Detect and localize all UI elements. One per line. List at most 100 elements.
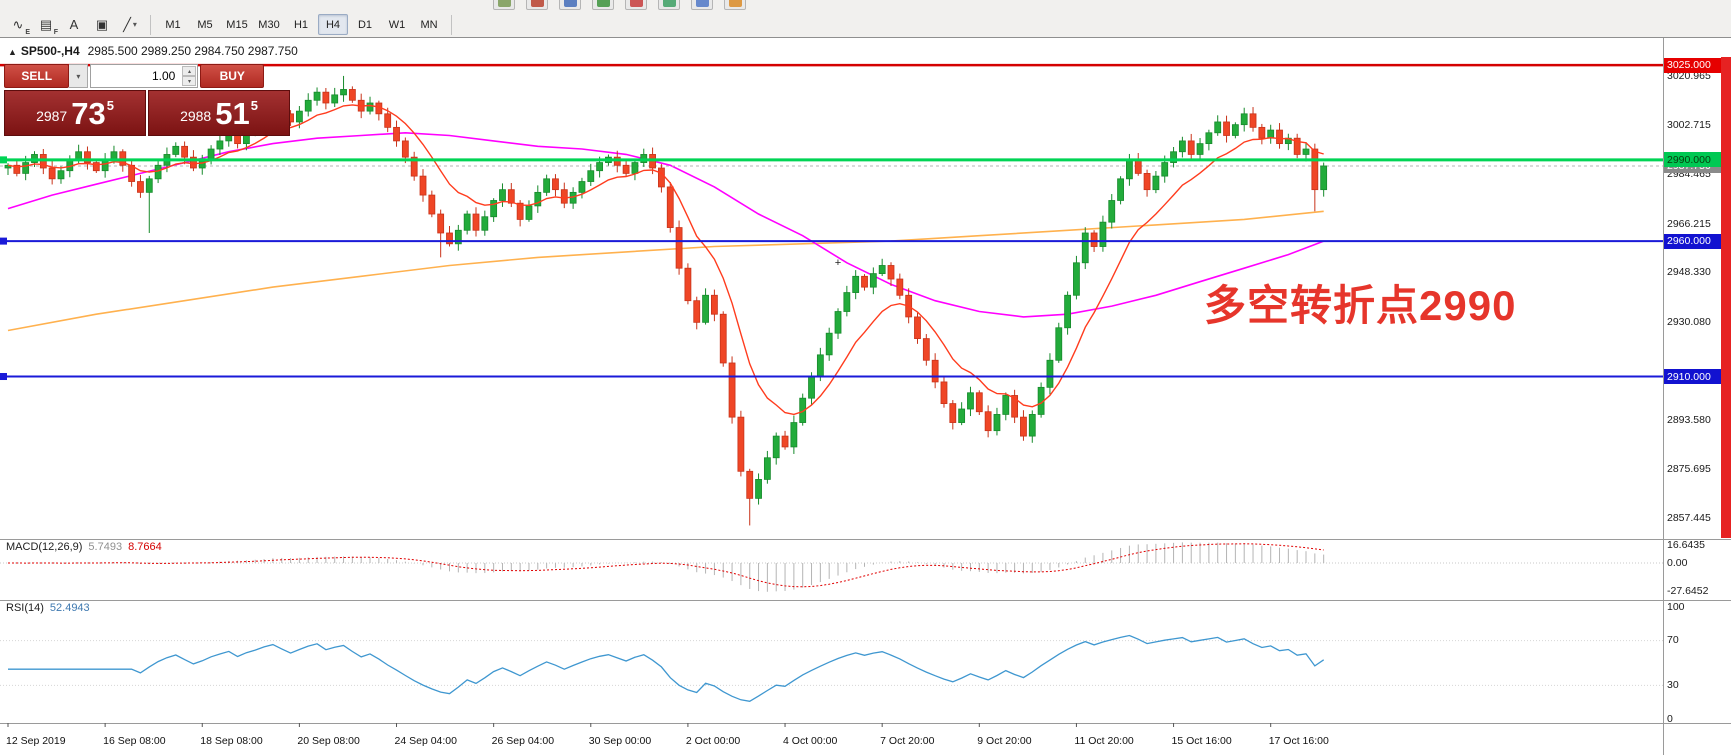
timeframe-button-h4[interactable]: H4 <box>318 14 348 35</box>
clipped-toolbar-icon[interactable] <box>724 0 746 10</box>
clipped-toolbar-icon-glyph <box>531 0 544 7</box>
time-axis-label: 7 Oct 20:00 <box>880 735 935 747</box>
chart-annotation-text: 多空转折点2990 <box>1204 282 1517 329</box>
ask-price-fraction: 5 <box>250 97 258 113</box>
volume-increase-button[interactable]: ▴ <box>182 66 197 76</box>
clipped-toolbar-icon-glyph <box>597 0 610 7</box>
time-axis-label: 4 Oct 00:00 <box>783 735 838 747</box>
timeframe-button-w1[interactable]: W1 <box>388 18 406 31</box>
ma-fast-line <box>7 104 1324 416</box>
volume-field: ▴ ▾ <box>90 64 199 88</box>
chart-marker-cross: + <box>835 257 841 269</box>
ask-price-pips: 51 <box>215 95 250 131</box>
tool-sub-letter: E <box>25 28 30 36</box>
clipped-toolbar-icon-glyph <box>696 0 709 7</box>
rsi-axis-tick: 30 <box>1667 678 1679 691</box>
price-axis-tick: 2893.580 <box>1667 414 1711 427</box>
bid-price-display: 2987 73 5 <box>4 90 146 136</box>
chart-header: ▲ SP500-,H4 2985.500 2989.250 2984.750 298… <box>8 44 298 58</box>
ohlc-values: 2985.500 2989.250 2984.750 2987.750 <box>87 44 298 58</box>
price-level-badge: 2990.000 <box>1664 152 1721 168</box>
timeframe-button-m5[interactable]: M5 <box>197 18 213 31</box>
macd-axis-tick: 0.00 <box>1667 556 1688 569</box>
time-axis-label: 16 Sep 08:00 <box>103 735 166 747</box>
tool-sub-letter: F <box>53 28 58 36</box>
toolbar: ∿ E ▤ F A ▣ ╱ ▾ M1 M5 M15 M30 H1 H4 D1 W1 MN <box>0 0 1731 38</box>
price-axis-tick: 2857.445 <box>1667 512 1711 525</box>
rsi-value: 52.4943 <box>49 602 90 614</box>
rsi-label: RSI(14) 52.4943 <box>6 602 90 614</box>
rsi-title: RSI(14) <box>6 602 44 614</box>
price-level-badge: 2960.000 <box>1664 233 1721 249</box>
time-axis-label: 26 Sep 04:00 <box>491 735 555 747</box>
time-axis-label: 24 Sep 04:00 <box>394 735 457 747</box>
clipped-toolbar-icon[interactable] <box>658 0 680 10</box>
rsi-axis-tick: 70 <box>1667 634 1679 647</box>
macd-title: MACD(12,26,9) <box>6 541 83 553</box>
time-axis-label: 18 Sep 08:00 <box>200 735 263 747</box>
price-axis-tick: 2930.080 <box>1667 315 1711 328</box>
tool-glyph: A <box>69 17 79 32</box>
clipped-toolbar-icon[interactable] <box>559 0 581 10</box>
sell-button[interactable]: SELL <box>4 64 70 88</box>
bid-price-fraction: 5 <box>106 97 114 113</box>
data-window-tool-icon[interactable]: ▤ F <box>32 14 60 36</box>
clipped-toolbar-icon-glyph <box>564 0 577 7</box>
bid-price-pips: 73 <box>71 95 106 131</box>
timeframe-button-m1[interactable]: M1 <box>165 18 181 31</box>
clipped-toolbar-icon-glyph <box>729 0 742 7</box>
macd-signal-value: 8.7664 <box>128 541 162 553</box>
price-axis-tick: 2875.695 <box>1667 462 1711 475</box>
toolbar-separator <box>150 14 151 35</box>
one-click-trading-panel: SELL ▾ ▴ ▾ BUY 2987 73 5 2988 51 <box>4 64 290 136</box>
sell-options-dropdown[interactable]: ▾ <box>69 64 89 88</box>
right-edge-strip <box>1721 57 1731 538</box>
ask-price-display: 2988 51 5 <box>148 90 290 136</box>
line-handle[interactable] <box>0 156 7 164</box>
line-handle[interactable] <box>0 373 7 381</box>
time-axis-label: 20 Sep 08:00 <box>297 735 360 747</box>
timeframe-button-mn[interactable]: MN <box>420 18 438 31</box>
clipped-toolbar-icon[interactable] <box>691 0 713 10</box>
chart-collapse-icon[interactable]: ▲ <box>8 47 17 57</box>
clipped-toolbar-icon[interactable] <box>526 0 548 10</box>
clipped-toolbar-icon[interactable] <box>493 0 515 10</box>
chevron-down-icon: ▾ <box>76 71 81 81</box>
chevron-down-icon: ▾ <box>132 20 137 29</box>
time-axis-label: 11 Oct 20:00 <box>1074 735 1134 747</box>
volume-spinner: ▴ ▾ <box>182 66 197 86</box>
timeframe-button-h1[interactable]: H1 <box>293 18 309 31</box>
buy-button[interactable]: BUY <box>200 64 264 88</box>
macd-main-value: 5.7493 <box>88 541 123 553</box>
price-level-badge: 2910.000 <box>1664 369 1721 384</box>
time-axis-label: 30 Sep 00:00 <box>588 735 652 747</box>
line-studies-tool-icon[interactable]: ╱ ▾ <box>116 14 144 36</box>
time-axis-label: 17 Oct 16:00 <box>1268 735 1329 747</box>
volume-decrease-button[interactable]: ▾ <box>182 76 197 86</box>
rsi-axis-tick: 0 <box>1667 712 1673 725</box>
macd-axis-tick: 16.6435 <box>1667 539 1705 552</box>
drawing-tools-group: ∿ E ▤ F A ▣ ╱ ▾ <box>4 14 144 36</box>
time-axis-label: 2 Oct 00:00 <box>685 735 741 747</box>
market-watch-tool-icon[interactable]: ∿ E <box>4 14 32 36</box>
timeframe-button-d1[interactable]: D1 <box>357 18 373 31</box>
timeframe-button-m30[interactable]: M30 <box>258 18 280 31</box>
macd-axis-tick: -27.6452 <box>1667 584 1709 597</box>
clipped-toolbar-icon[interactable] <box>625 0 647 10</box>
timeframe-button-m15[interactable]: M15 <box>226 18 248 31</box>
timeframe-buttons-group: M1 M5 M15 M30 H1 H4 D1 W1 MN <box>157 14 445 35</box>
volume-input[interactable] <box>91 65 180 87</box>
text-label-tool-icon[interactable]: ▣ <box>88 14 116 36</box>
time-axis-label: 15 Oct 16:00 <box>1171 735 1232 747</box>
clipped-toolbar-icon[interactable] <box>592 0 614 10</box>
clipped-toolbar-icon-glyph <box>498 0 511 7</box>
time-axis-label: 9 Oct 20:00 <box>977 735 1032 747</box>
tool-glyph: ▤ <box>39 16 53 32</box>
price-level-badge: 3025.000 <box>1664 57 1721 73</box>
line-handle[interactable] <box>0 237 7 245</box>
text-tool-icon[interactable]: A <box>60 14 88 36</box>
symbol-period-label: SP500-,H4 <box>20 44 80 58</box>
